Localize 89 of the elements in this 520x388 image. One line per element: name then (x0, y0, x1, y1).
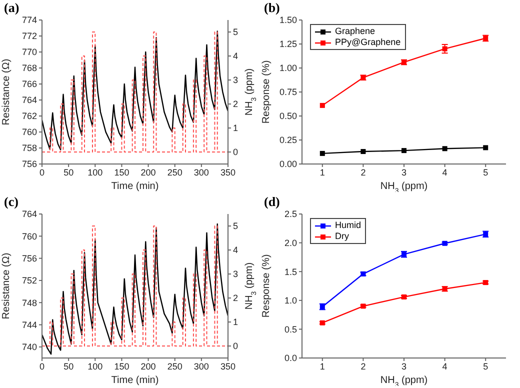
chart-title: (a) (4, 0, 20, 16)
legend-label: Humid (335, 220, 362, 231)
x-tick-label: 200 (140, 361, 156, 372)
y-tick-label: 1.5 (284, 266, 297, 277)
y-tick-label: 2.0 (284, 238, 297, 248)
y2-tick-label: 3 (233, 269, 238, 280)
y-tick-label: 0.75 (279, 87, 297, 98)
x-tick-label: 0 (39, 167, 45, 178)
point (320, 102, 325, 108)
x-tick-label: 300 (194, 167, 209, 178)
chart-title: (d) (264, 194, 280, 210)
y-tick-label: 766 (22, 79, 37, 90)
x-tick-label: 5 (483, 361, 488, 372)
y-tick-label: 772 (22, 31, 37, 42)
chart-title: (c) (4, 194, 18, 210)
y-tick-label: 748 (22, 298, 37, 308)
y2-tick-label: 5 (233, 221, 238, 232)
x-tick-label: 100 (88, 361, 103, 372)
y-tick-label: 756 (22, 159, 37, 170)
x-tick-label: 2 (360, 167, 366, 178)
x-tick-label: 250 (167, 361, 182, 372)
x-tick-label: 3 (401, 361, 407, 372)
x-tick-label: 4 (442, 361, 448, 372)
y-tick-label: 770 (22, 47, 37, 58)
y2-tick-label: 4 (233, 245, 238, 256)
x-axis-title: Time (min) (111, 375, 159, 386)
y-tick-label: 0.25 (279, 135, 297, 146)
y-tick-label: 768 (22, 63, 37, 74)
y-tick-label: 0.00 (279, 159, 297, 170)
y2-tick-label: 0 (233, 341, 238, 352)
y-tick-label: 0.50 (279, 111, 297, 122)
legend-label: PPy@Graphene (335, 37, 401, 48)
y-tick-label: 764 (22, 95, 37, 106)
y-tick-label: 762 (22, 111, 37, 122)
x-tick-label: 350 (220, 167, 236, 178)
point (320, 150, 325, 156)
x-tick-label: 2 (360, 361, 366, 372)
y-tick-label: 2.5 (284, 209, 297, 220)
y2-tick-label: 2 (233, 293, 238, 304)
y-tick-label: 1.00 (279, 63, 297, 74)
x-tick-label: 1 (320, 167, 325, 178)
y2-tick-label: 1 (233, 123, 238, 134)
x-tick-label: 3 (401, 167, 407, 178)
y-tick-label: 774 (22, 15, 37, 26)
x-tick-label: 300 (194, 361, 209, 372)
x-tick-label: 1 (320, 361, 325, 372)
y-tick-label: 764 (22, 209, 37, 220)
x-tick-label: 50 (64, 167, 74, 178)
x-tick-label: 150 (114, 361, 130, 372)
x-tick-label: 150 (114, 167, 130, 178)
y-axis-title: Response (%) (261, 254, 272, 318)
legend-label: Dry (335, 231, 349, 242)
point (483, 145, 488, 150)
y2-tick-label: 4 (233, 51, 238, 62)
y2-tick-label: 3 (233, 75, 238, 86)
chart-title: (b) (264, 0, 280, 16)
x-tick-label: 200 (140, 167, 156, 178)
y-tick-label: 752 (22, 276, 37, 286)
y-tick-label: 744 (22, 320, 37, 330)
point (442, 146, 448, 152)
y-axis-title: Resistance (Ω) (1, 252, 12, 320)
legend-label: Graphene (335, 26, 376, 37)
y-axis-title: Response (%) (261, 60, 272, 124)
y-tick-label: 756 (22, 254, 37, 264)
y-tick-label: 0.0 (284, 353, 297, 364)
x-tick-label: 50 (64, 361, 74, 372)
point (442, 46, 448, 52)
x-tick-label: 0 (39, 361, 45, 372)
x-tick-label: 100 (88, 167, 103, 178)
y2-tick-label: 2 (233, 99, 238, 110)
point (402, 148, 406, 154)
y-tick-label: 1.25 (279, 39, 297, 50)
y2-tick-label: 1 (233, 317, 238, 328)
point (360, 149, 366, 154)
x-tick-label: 4 (442, 167, 448, 178)
y2-tick-label: 0 (233, 147, 238, 158)
x-tick-label: 350 (220, 361, 236, 372)
x-tick-label: 250 (167, 167, 182, 178)
y-tick-label: 1.50 (279, 15, 297, 26)
y-tick-label: 760 (22, 231, 37, 242)
y-axis-title: Resistance (Ω) (1, 58, 12, 126)
x-tick-label: 5 (483, 167, 488, 178)
y-tick-label: 760 (22, 127, 37, 138)
y-tick-label: 740 (22, 342, 37, 352)
y-tick-label: 758 (22, 143, 37, 154)
x-axis-title: Time (min) (111, 181, 159, 192)
y2-tick-label: 5 (233, 27, 238, 38)
y-tick-label: 1.0 (284, 296, 297, 306)
y-tick-label: 0.5 (284, 324, 297, 334)
